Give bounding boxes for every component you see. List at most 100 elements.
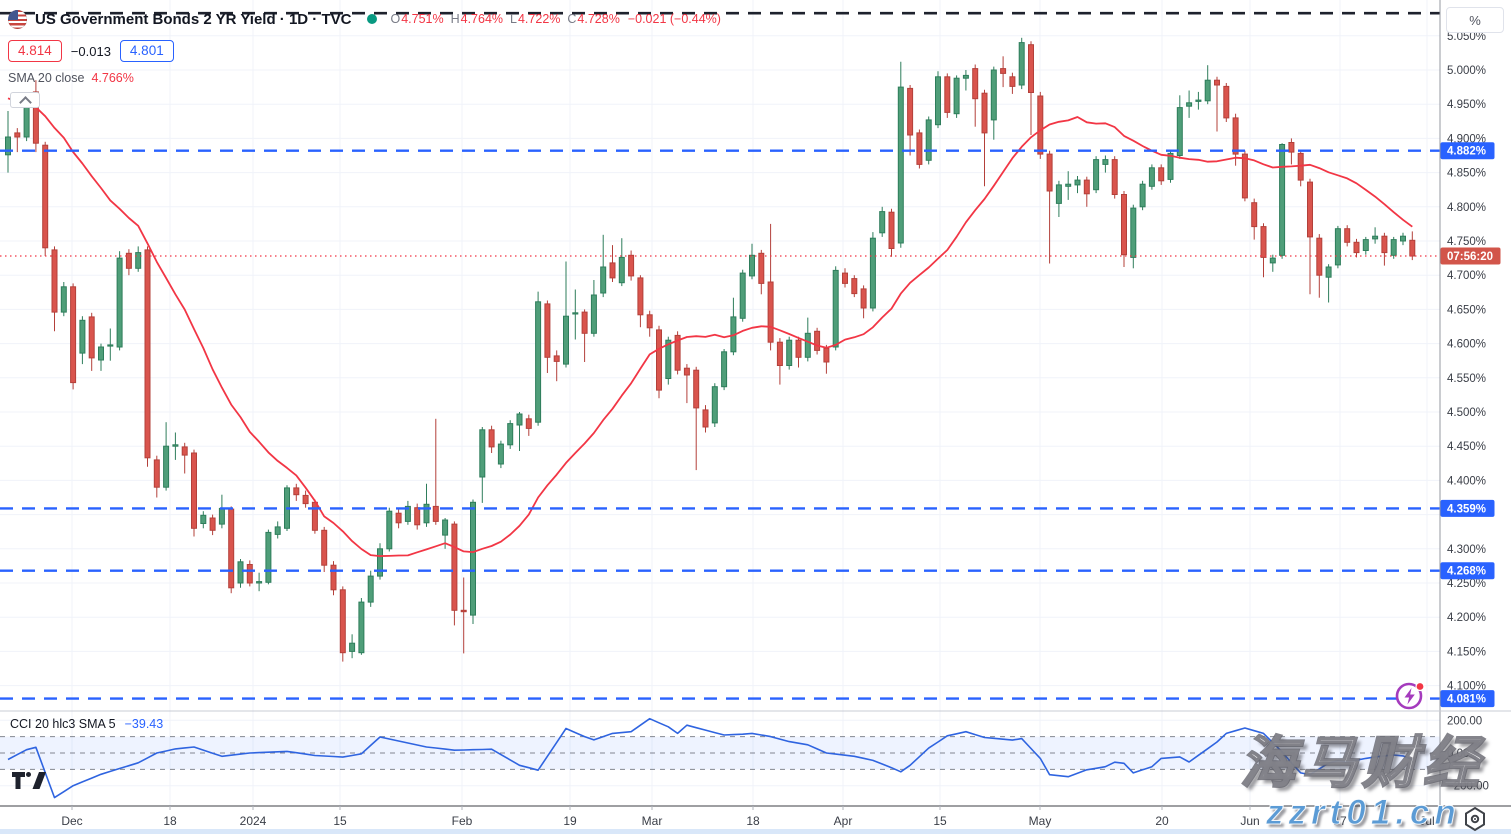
price-tick-label: 5.050% <box>1447 31 1486 43</box>
candle-up <box>358 601 365 654</box>
candle-down <box>907 87 914 136</box>
candle-down <box>451 523 458 611</box>
candle-up <box>721 351 728 388</box>
time-tick-label: Mar <box>642 814 663 828</box>
time-tick-label: 20 <box>1155 814 1169 828</box>
grid-lines <box>0 0 1440 806</box>
candle-up <box>107 344 114 347</box>
price-tick-label: 4.650% <box>1447 304 1486 316</box>
flash-marker-icon[interactable] <box>1392 678 1428 714</box>
candle-up <box>98 346 104 361</box>
candle-down <box>888 211 895 249</box>
cci-tick-label: 200.00 <box>1447 715 1482 727</box>
cci-indicator-row[interactable]: CCI 20 hlc3 SMA 5 −39.43 <box>10 717 163 731</box>
candle-up <box>507 423 514 446</box>
cci-indicator-label: CCI 20 hlc3 SMA 5 <box>10 717 116 731</box>
candle-down <box>674 334 681 371</box>
candle-down <box>181 446 188 456</box>
candle-down <box>1241 153 1248 199</box>
candle-down <box>153 459 160 488</box>
candle-down <box>1260 226 1267 258</box>
svg-text:07:56:20: 07:56:20 <box>1447 251 1493 263</box>
time-axis[interactable]: Dec 18 2024 15 Feb 19 Mar 18 Apr 15 May 20 Jun 17 Jul <box>0 710 1511 834</box>
candle-up <box>442 519 449 536</box>
cci-tick-label: 0.00 <box>1447 748 1469 760</box>
price-tick-label: 4.550% <box>1447 373 1486 385</box>
us-flag-icon <box>8 9 27 29</box>
time-tick-label: 18 <box>163 814 177 828</box>
candle-down <box>776 341 783 367</box>
candle-down <box>525 418 532 429</box>
candle-down <box>860 288 867 309</box>
candle-up <box>256 581 263 584</box>
pane-collapse-button[interactable] <box>10 92 40 109</box>
spread-value: −0.013 <box>70 43 111 59</box>
candle-up <box>935 76 941 126</box>
time-tick-label: 15 <box>333 814 347 828</box>
candle-down <box>14 132 21 138</box>
candle-down <box>144 249 151 459</box>
tradingview-logo[interactable] <box>12 772 46 789</box>
candle-up <box>711 386 718 424</box>
price-tick-label: 4.150% <box>1447 646 1486 658</box>
candle-down <box>702 409 709 428</box>
buy-price-button[interactable]: 4.801 <box>119 40 174 62</box>
time-tick-label: Dec <box>61 814 82 828</box>
percent-scale-button[interactable]: % <box>1446 7 1504 33</box>
candle-up <box>990 69 997 121</box>
candle-up <box>1362 239 1369 252</box>
price-tick-label: 4.300% <box>1447 544 1486 556</box>
candle-up <box>572 312 579 315</box>
candle-up <box>1279 144 1286 256</box>
candle-up <box>1139 183 1146 208</box>
candle-up <box>618 256 625 284</box>
candle-up <box>1390 239 1397 256</box>
price-axis-scale[interactable] <box>1440 0 1511 806</box>
high-value: 4.764% <box>460 12 504 26</box>
candle-up <box>1195 99 1202 102</box>
candle-down <box>1000 68 1007 74</box>
bottom-strip <box>0 829 1511 834</box>
price-tick-label: 4.500% <box>1447 407 1486 419</box>
candle-up <box>470 501 476 616</box>
price-axis[interactable]: 5.050%5.000%4.950%4.900%4.850%4.800%4.75… <box>1439 0 1511 834</box>
price-tick-label: 4.850% <box>1447 168 1486 180</box>
candle-up <box>423 503 430 524</box>
candle-up <box>804 332 811 358</box>
svg-text:4.359%: 4.359% <box>1447 503 1486 515</box>
chevron-up-icon <box>18 95 32 109</box>
candle-down <box>1046 153 1053 192</box>
symbol-title[interactable]: US Government Bonds 2 YR Yield · 1D · TV… <box>35 10 352 28</box>
gear-icon[interactable] <box>1462 806 1488 832</box>
candle-up <box>1148 167 1155 187</box>
low-label: L <box>510 12 517 26</box>
candle-down <box>1214 79 1220 86</box>
candle-down <box>1353 241 1360 254</box>
svg-text:4.268%: 4.268% <box>1447 566 1486 578</box>
cci-pane[interactable] <box>0 711 1440 806</box>
candle-up <box>962 74 969 79</box>
candle-up <box>135 252 142 269</box>
candle-up <box>749 254 755 277</box>
price-tick-label: 4.250% <box>1447 578 1486 590</box>
svg-text:4.081%: 4.081% <box>1447 694 1486 706</box>
market-status-icon[interactable] <box>367 14 378 24</box>
candle-down <box>609 262 616 279</box>
sma-indicator-row[interactable]: SMA 20 close 4.766% <box>8 71 721 85</box>
price-tick-label: 4.100% <box>1447 681 1486 693</box>
time-tick-label: May <box>1029 814 1052 828</box>
candle-down <box>944 76 951 113</box>
candle-down <box>246 564 253 584</box>
candle-up <box>1065 183 1072 187</box>
candle-down <box>125 252 132 269</box>
candle-down <box>1009 76 1016 87</box>
price-tick-label: 4.750% <box>1447 236 1486 248</box>
candle-up <box>274 526 281 535</box>
sell-price-button[interactable]: 4.814 <box>8 40 62 62</box>
candle-down <box>1223 85 1230 119</box>
time-tick-label: Jun <box>1240 814 1259 828</box>
level-lines[interactable] <box>0 11 1440 700</box>
candle-up <box>200 514 207 524</box>
candle-up <box>1186 102 1193 107</box>
candle-up <box>5 136 11 156</box>
